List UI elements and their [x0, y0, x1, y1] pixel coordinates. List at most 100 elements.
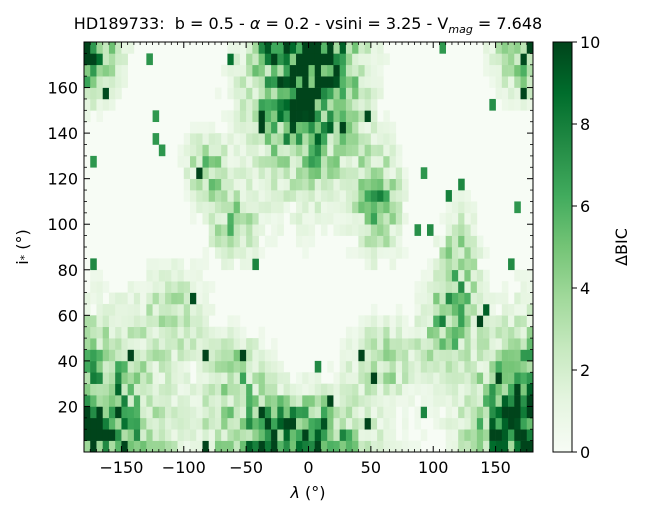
heatmap-cell [514, 269, 521, 282]
heatmap-cell [108, 303, 116, 316]
heatmap-cell [433, 383, 440, 396]
heatmap-cell [514, 349, 521, 362]
heatmap-cell [495, 360, 503, 373]
heatmap-cell [108, 326, 116, 339]
heatmap-cell [289, 190, 297, 202]
heatmap-cell [108, 315, 116, 328]
heatmap-cell [508, 258, 515, 271]
heatmap-cell [364, 349, 372, 362]
heatmap-cell [370, 178, 378, 191]
heatmap-cell [489, 383, 496, 396]
heatmap-cell [214, 349, 222, 362]
heatmap-cell [108, 292, 116, 305]
heatmap-cell [171, 349, 178, 362]
heatmap-cell [84, 395, 91, 407]
heatmap-cell [84, 383, 91, 396]
heatmap-cell [370, 429, 378, 441]
heatmap-cell [489, 76, 496, 88]
heatmap-cell [227, 315, 234, 328]
heatmap-cell [414, 281, 422, 293]
heatmap-cell [476, 383, 484, 396]
heatmap-cell [489, 360, 496, 373]
heatmap-cell [333, 417, 340, 430]
heatmap-cell [352, 144, 359, 157]
heatmap-cell [196, 406, 203, 419]
heatmap-cell [470, 440, 478, 453]
heatmap-cell [96, 87, 104, 100]
heatmap-cell [214, 144, 222, 157]
heatmap-cell [476, 269, 484, 282]
heatmap-cell [264, 190, 272, 202]
heatmap-cell [239, 178, 247, 191]
heatmap-cell [464, 440, 471, 453]
heatmap-cell [252, 440, 259, 453]
heatmap-cell [121, 360, 128, 373]
heatmap-cell [358, 110, 365, 123]
heatmap-cell [84, 372, 91, 384]
heatmap-cell [389, 429, 397, 441]
heatmap-cell [514, 429, 521, 441]
heatmap-cell [96, 440, 104, 453]
heatmap-cell [252, 133, 259, 145]
heatmap-cell [133, 417, 141, 430]
heatmap-cell [146, 338, 153, 350]
heatmap-cell [115, 315, 122, 328]
heatmap-cell [227, 53, 234, 66]
heatmap-cell [345, 110, 353, 123]
heatmap-cell [370, 372, 378, 384]
heatmap-cell [190, 281, 197, 293]
heatmap-cell [476, 360, 484, 373]
heatmap-cell [296, 372, 303, 384]
heatmap-cell [258, 53, 266, 66]
heatmap-cell [408, 349, 415, 362]
heatmap-cell [483, 406, 490, 419]
heatmap-cell [501, 417, 509, 430]
heatmap-cell [227, 110, 234, 123]
heatmap-cell [233, 315, 241, 328]
heatmap-cell [439, 269, 446, 282]
heatmap-cell [314, 144, 322, 157]
heatmap-cell [190, 144, 197, 157]
heatmap-cell [177, 155, 185, 168]
heatmap-cell [377, 155, 384, 168]
heatmap-cell [208, 349, 216, 362]
heatmap-cell [258, 349, 266, 362]
heatmap-cell [470, 212, 478, 225]
heatmap-cell [352, 212, 359, 225]
heatmap-cell [339, 417, 347, 430]
heatmap-cell [264, 201, 272, 214]
heatmap-cell [96, 315, 104, 328]
heatmap-cell [246, 440, 253, 453]
heatmap-cell [420, 326, 428, 339]
heatmap-cell [345, 224, 353, 236]
heatmap-cell [383, 315, 390, 328]
heatmap-cell [133, 360, 141, 373]
heatmap-cell [314, 42, 322, 54]
heatmap-cell [227, 258, 234, 271]
heatmap-cell [333, 201, 340, 214]
heatmap-cell [221, 224, 228, 236]
heatmap-cell [458, 292, 465, 305]
heatmap-cell [520, 315, 528, 328]
heatmap-cell [239, 349, 247, 362]
heatmap-cell [302, 201, 309, 214]
heatmap-cell [458, 224, 465, 236]
heatmap-cell [333, 87, 340, 100]
heatmap-cell [508, 338, 515, 350]
heatmap-cell [146, 372, 153, 384]
heatmap-cell [202, 178, 210, 191]
heatmap-cell [146, 440, 153, 453]
heatmap-cell [402, 360, 409, 373]
heatmap-cell [246, 360, 253, 373]
heatmap-cell [84, 42, 91, 54]
heatmap-cell [364, 201, 372, 214]
heatmap-cell [202, 167, 210, 179]
heatmap-cell [377, 235, 384, 248]
heatmap-cell [171, 326, 178, 339]
heatmap-cell [345, 372, 353, 384]
heatmap-cell [383, 190, 390, 202]
heatmap-cell [508, 303, 515, 316]
heatmap-cell [102, 349, 110, 362]
heatmap-cell [271, 42, 278, 54]
heatmap-cell [190, 406, 197, 419]
